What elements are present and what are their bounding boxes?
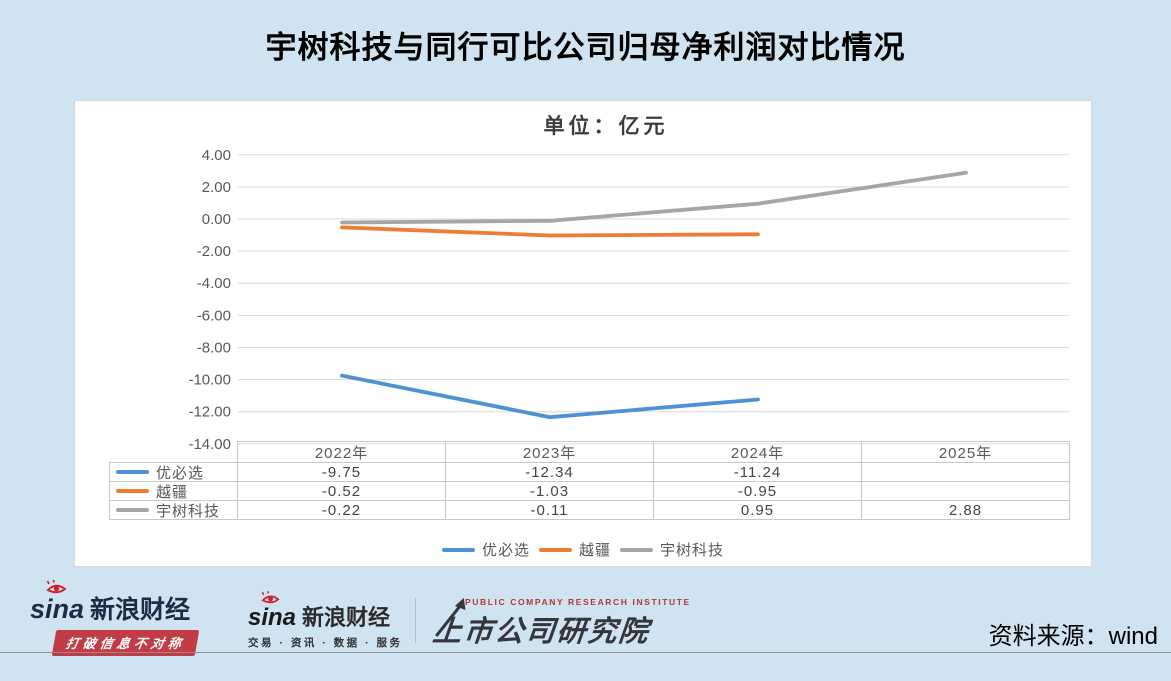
sina-finance-name: 新浪财经 bbox=[90, 596, 191, 624]
table-value-cell bbox=[862, 482, 1070, 501]
institute-name-en: PUBLIC COMPANY RESEARCH INSTITUTE bbox=[465, 597, 691, 607]
table-value-cell: -12.34 bbox=[446, 463, 654, 482]
y-tick-label: -2.00 bbox=[197, 243, 231, 260]
table-value-cell bbox=[862, 463, 1070, 482]
table-value-cell: 2.88 bbox=[862, 501, 1070, 520]
table-series-label-越疆: 越疆 bbox=[109, 482, 238, 501]
sina-finance-name: 新浪财经 bbox=[302, 605, 391, 630]
table-value-cell: -0.22 bbox=[238, 501, 446, 520]
y-tick-label: -8.00 bbox=[197, 340, 231, 357]
y-tick-label: -4.00 bbox=[197, 275, 231, 292]
table-value-cell: -1.03 bbox=[446, 482, 654, 501]
y-tick-label: 0.00 bbox=[202, 211, 231, 228]
series-line-越疆 bbox=[340, 225, 760, 238]
line-chart: 4.00 2.00 0.00 -2.00 -4.00 -6.00 -8.00 -10.00 -1… bbox=[188, 147, 1069, 453]
table-value-cell: -0.52 bbox=[238, 482, 446, 501]
sina-eye-icon bbox=[46, 580, 67, 594]
series-swatch-icon bbox=[116, 489, 149, 493]
legend-label: 宇树科技 bbox=[660, 542, 725, 559]
research-institute-logo: PUBLIC COMPANY RESEARCH INSTITUTE 上市公司研究… bbox=[431, 597, 693, 650]
page-title: 宇树科技与同行可比公司归母净利润对比情况 bbox=[265, 30, 906, 65]
table-value-cell: -0.11 bbox=[446, 501, 654, 520]
sina-brand-text: sina bbox=[248, 604, 297, 631]
series-name: 优必选 bbox=[156, 464, 205, 482]
legend-swatch-icon bbox=[441, 547, 475, 552]
institute-name-cn: 上市公司研究院 bbox=[431, 598, 693, 650]
table-value-cell: -0.95 bbox=[654, 482, 862, 501]
table-corner-cell bbox=[109, 441, 238, 463]
legend-label: 越疆 bbox=[578, 542, 611, 559]
sina-finance-logo: sina 新浪财经 打破信息不对称 bbox=[30, 580, 200, 656]
arrow-up-right-icon bbox=[435, 598, 466, 637]
series-swatch-icon bbox=[116, 470, 149, 474]
footer-divider bbox=[415, 598, 416, 643]
table-year-header: 2024年 bbox=[654, 441, 862, 463]
legend-label: 优必选 bbox=[481, 542, 530, 559]
data-source-note: 资料来源：wind bbox=[988, 623, 1158, 650]
sina-eye-icon bbox=[261, 591, 280, 604]
legend-item-优必选: 优必选 bbox=[441, 539, 530, 560]
sina-brand-text: sina bbox=[30, 594, 85, 624]
table-year-header: 2022年 bbox=[238, 441, 446, 463]
legend-item-宇树科技: 宇树科技 bbox=[620, 539, 724, 560]
table-year-header: 2023年 bbox=[446, 441, 654, 463]
table-value-cell: -9.75 bbox=[238, 463, 446, 482]
series-line-宇树科技 bbox=[340, 170, 968, 225]
table-value-cell: 0.95 bbox=[654, 501, 862, 520]
footer-rule bbox=[0, 652, 1171, 653]
legend-item-越疆: 越疆 bbox=[538, 539, 611, 560]
y-tick-label: -14.00 bbox=[188, 436, 231, 453]
y-tick-label: -6.00 bbox=[197, 307, 231, 324]
chart-unit-title: 单位：亿元 bbox=[543, 113, 669, 138]
table-series-label-优必选: 优必选 bbox=[109, 463, 238, 482]
series-name: 越疆 bbox=[156, 483, 189, 501]
y-tick-label: 4.00 bbox=[202, 147, 231, 164]
sina-services-tagline: 交易 · 资讯 · 数据 · 服务 bbox=[248, 637, 403, 649]
y-tick-label: -12.00 bbox=[188, 404, 231, 421]
y-tick-label: 2.00 bbox=[202, 179, 231, 196]
table-series-label-宇树科技: 宇树科技 bbox=[109, 501, 238, 520]
chart-legend: 优必选 越疆 宇树科技 bbox=[75, 539, 1091, 560]
legend-swatch-icon bbox=[620, 547, 653, 552]
chart-panel: 单位：亿元 4.00 2.00 0.00 -2.00 -4.00 -6.00 -8.00 -1… bbox=[74, 100, 1092, 567]
chart-data-table: 2022年 2023年 2024年 2025年优必选 -9.75 -12.34 -11.24… bbox=[109, 441, 1070, 520]
table-value-cell: -11.24 bbox=[654, 463, 862, 482]
legend-swatch-icon bbox=[538, 547, 572, 552]
series-line-优必选 bbox=[340, 373, 760, 420]
series-swatch-icon bbox=[116, 508, 149, 512]
series-name: 宇树科技 bbox=[156, 502, 221, 520]
y-tick-label: -10.00 bbox=[188, 372, 231, 389]
table-year-header: 2025年 bbox=[862, 441, 1070, 463]
sina-finance-logo-2: sina 新浪财经 交易 · 资讯 · 数据 · 服务 bbox=[248, 591, 403, 650]
